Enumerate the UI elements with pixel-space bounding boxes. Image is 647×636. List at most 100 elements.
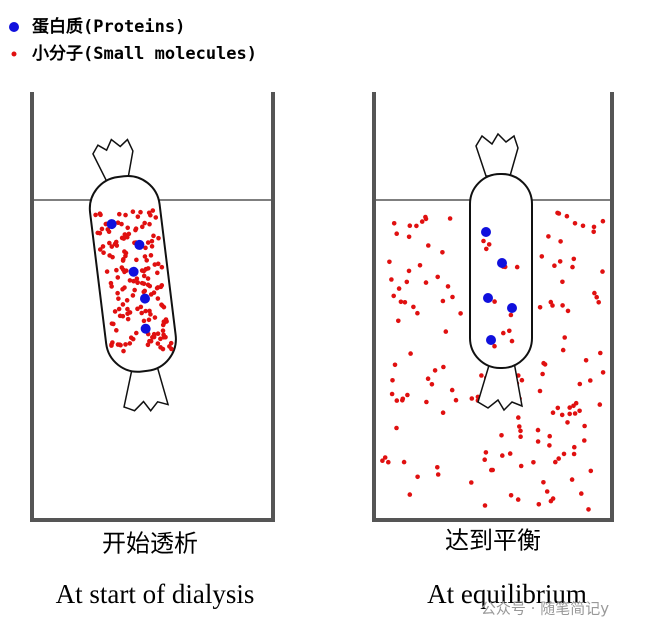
small-molecule [405,392,410,398]
small-molecule [501,330,506,336]
small-molecule [518,428,523,434]
molecule-icon [11,51,17,57]
small-molecule [104,269,110,274]
small-molecule [445,284,451,289]
small-molecule [146,317,152,323]
small-molecule [141,318,147,324]
small-molecule [453,397,459,403]
small-molecule [567,405,572,410]
small-molecule [159,264,165,270]
small-molecule [449,387,455,393]
small-molecule [391,293,397,299]
small-molecule [132,287,137,293]
small-molecule [134,276,140,281]
protein [507,303,517,313]
small-molecule [108,280,114,286]
small-molecule [122,232,128,237]
small-molecule [425,376,431,382]
small-molecule [583,358,589,363]
small-molecule [542,362,548,367]
small-molecule [565,420,570,425]
small-molecule [161,304,167,310]
small-molecule [398,299,404,305]
small-molecule [382,455,388,460]
small-molecule [133,226,139,231]
small-molecule [151,290,157,295]
small-molecule [125,225,131,231]
small-molecule [158,336,163,342]
small-molecule [400,398,405,403]
small-molecule [140,224,145,230]
small-molecule [514,264,520,270]
small-molecule [547,433,552,439]
small-molecule [492,343,497,349]
small-molecule [567,411,572,417]
small-molecule [547,443,552,448]
small-molecule [517,424,522,429]
molecules [481,227,520,349]
small-molecule [122,249,127,254]
small-molecule [535,427,541,433]
small-molecule [389,277,394,282]
small-molecule [440,410,446,416]
small-molecule [148,312,153,317]
small-molecule [580,223,586,229]
small-molecule [469,396,475,401]
small-molecule [600,269,605,274]
small-molecule [552,263,557,269]
small-molecule [155,261,161,267]
small-molecule [97,247,103,252]
small-molecule [426,243,431,248]
small-molecule [155,341,161,346]
small-molecule [380,458,385,464]
small-molecule [143,245,148,251]
small-molecule [594,294,599,300]
small-molecule [147,221,152,227]
small-molecule [550,410,556,416]
small-molecule [592,290,597,296]
small-molecule [406,234,412,240]
small-molecule [509,338,515,344]
small-molecule [560,279,565,285]
small-molecule [161,334,167,340]
small-molecule [518,463,524,469]
small-molecule [417,263,423,268]
small-molecule [154,285,160,291]
small-molecule [121,348,126,354]
small-molecule [160,322,166,328]
small-molecule [596,300,601,305]
small-molecule [579,491,584,496]
small-molecule [458,311,463,316]
small-molecule [112,309,118,314]
small-molecule [119,235,125,241]
small-molecule [145,240,151,245]
small-molecule [118,342,123,348]
small-molecule [419,219,425,224]
small-molecule [127,278,133,283]
small-molecule [142,254,148,259]
small-molecule [138,209,143,215]
small-molecule [120,267,126,272]
small-molecule [556,456,561,461]
small-molecule [167,344,172,349]
small-molecule [482,457,488,463]
caption-en: At equilibrium [427,579,587,609]
small-molecule [127,341,133,346]
small-molecule [147,283,153,289]
small-molecule [440,250,445,255]
small-molecule [135,214,141,219]
watermark: 公众号 · 随笔简记y [481,600,609,618]
small-molecule [155,331,161,336]
small-molecule [124,297,130,303]
small-molecule [109,244,115,249]
small-molecule [424,399,429,405]
protein [486,335,496,345]
protein-icon [9,22,19,32]
small-molecule [423,280,429,285]
small-molecule [160,328,166,333]
small-molecule [531,460,536,465]
small-molecule [555,210,560,216]
legend: 蛋白质(Proteins) 小分子(Small molecules) [9,16,257,64]
small-molecule [565,308,571,314]
